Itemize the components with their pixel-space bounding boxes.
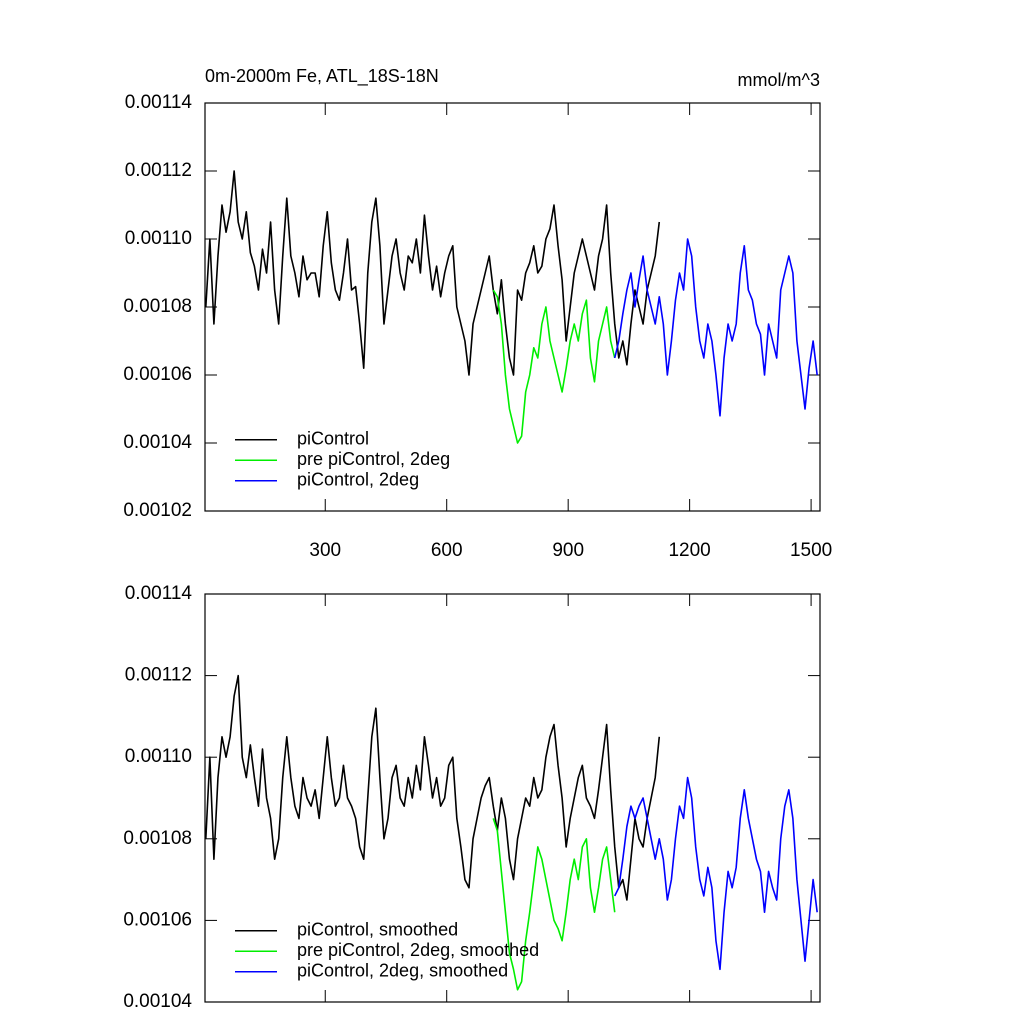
chart-title: 0m-2000m Fe, ATL_18S-18N — [205, 66, 439, 87]
legend-label: piControl, 2deg — [297, 470, 419, 490]
x-tick-label: 1200 — [668, 540, 710, 561]
units-label: mmol/m^3 — [738, 70, 820, 90]
x-tick-label: 300 — [309, 540, 341, 561]
legend-label: pre piControl, 2deg — [297, 449, 450, 469]
y-tick-label: 0.00110 — [125, 746, 192, 767]
y-tick-label: 0.00108 — [123, 296, 192, 317]
x-tick-label: 1500 — [790, 540, 832, 561]
y-tick-label: 0.00102 — [123, 500, 192, 521]
x-tick-label: 600 — [431, 540, 463, 561]
series-line — [614, 776, 818, 971]
y-tick-label: 0.00108 — [123, 828, 192, 849]
y-tick-label: 0.00104 — [123, 432, 192, 453]
legend-label: piControl, 2deg, smoothed — [297, 961, 508, 981]
series-line — [613, 238, 818, 417]
legend-label: pre piControl, 2deg, smoothed — [297, 940, 539, 960]
y-tick-label: 0.00104 — [123, 991, 192, 1012]
x-tick-label: 900 — [552, 540, 584, 561]
legend-label: piControl — [297, 429, 369, 449]
y-tick-label: 0.00110 — [125, 228, 192, 249]
y-tick-label: 0.00114 — [125, 583, 193, 604]
y-tick-label: 0.00106 — [123, 364, 192, 385]
y-tick-label: 0.00106 — [123, 909, 192, 930]
y-tick-label: 0.00112 — [125, 160, 192, 181]
series-line — [205, 674, 661, 901]
series-line — [205, 170, 661, 376]
legend-label: piControl, smoothed — [297, 920, 458, 940]
series-line — [492, 818, 616, 991]
y-tick-label: 0.00114 — [125, 92, 193, 113]
series-line — [492, 289, 616, 444]
plot-frame — [204, 593, 821, 1003]
y-tick-label: 0.00112 — [125, 665, 192, 686]
